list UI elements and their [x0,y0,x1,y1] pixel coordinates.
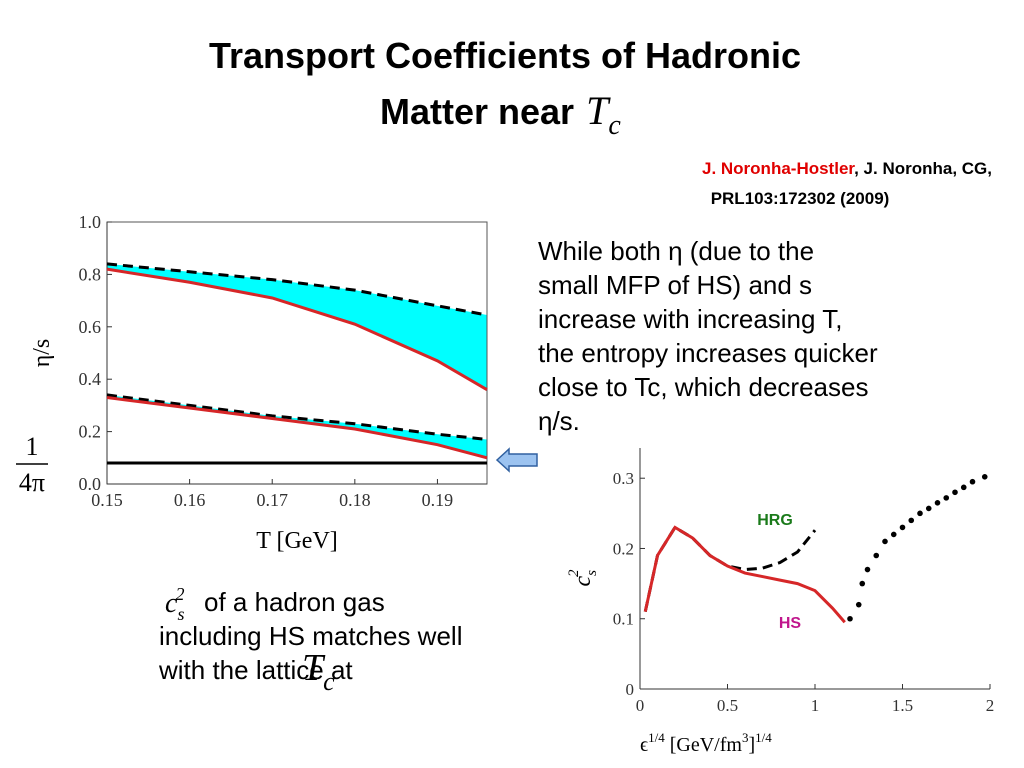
data-line [643,525,817,613]
x-tick-label: 0.15 [91,490,123,510]
y-tick-label: 0.6 [79,317,102,337]
label-part: 2 [566,569,582,577]
label-part: 1/4 [755,730,772,745]
charts: 0.0 0.2 0.4 0.6 0.8 1.0 0.15 0.16 0.17 0.18 0.19 1 4… [16,212,994,756]
band-fill [107,263,487,390]
paragraph-line: η/s. [538,406,580,436]
y-tick-label: 0.4 [79,369,102,389]
data-point [855,601,862,608]
label-part: c [570,576,596,587]
math: c [323,667,335,696]
title-line: Matter near Tc [380,88,621,141]
series-label: HS [779,615,802,632]
data-point [952,489,958,496]
data-line [643,525,846,624]
arrow [495,447,538,473]
math: c [608,110,621,141]
y-tick-label: 0 [626,680,635,699]
paragraph-line: the entropy increases quicker [538,338,878,368]
title-line: Transport Coefficients of Hadronic [209,35,801,76]
data-point [943,495,950,501]
data-line [106,393,488,441]
x-axis-label: ϵ1/4 [GeV/fm3]1/4 [640,730,772,756]
label-part: 3 [742,730,749,745]
data-point [847,615,853,622]
caption: of a hadron gas including HS matches well… [158,587,462,685]
y-tick-label: 0.8 [79,264,102,284]
x-tick-label: 0.5 [717,696,738,715]
caption-math: cs2 [165,584,184,624]
caption-line: with the lattice at [158,655,353,685]
y-tick-label: 0.3 [613,469,634,488]
paragraph-line: close to Tc, which decreases [538,372,868,402]
x-tick-label: 0.18 [339,490,371,510]
data-point [917,510,923,517]
data-point [981,474,988,480]
y-tick-label: 0.1 [613,610,634,629]
label-part: ϵ [640,734,648,756]
data-point [882,538,888,545]
data-point [899,524,906,531]
math: 2 [175,584,184,604]
data-point [934,500,941,506]
data-point [890,531,897,538]
data-line [106,267,488,391]
x-tick-label: 1 [811,696,820,715]
citation: J. Noronha-Hostler, J. Noronha, CG, [702,159,992,178]
y-axis-label: η/s [29,339,55,368]
paragraph-line: small MFP of HS) and s [538,270,812,300]
x-axis-label: T [GeV] [256,528,338,554]
math: c [165,588,178,619]
y-tick-label: 0.2 [79,422,102,442]
label-part: 1/4 [648,730,665,745]
caption-math: Tc [302,647,335,696]
x-tick-label: 0 [636,696,645,715]
caption-line: including HS matches well [159,621,462,651]
data-point [864,566,871,573]
label-part: [GeV/fm [665,734,743,756]
title-text: Matter near [380,91,574,132]
math: s [177,604,184,624]
reference-label: 4π [19,468,45,497]
y-tick-label: 1.0 [79,212,102,232]
series-label: HRG [757,512,793,529]
data-point [925,505,932,512]
math: T [302,647,326,689]
x-tick-label: 1.5 [892,696,913,715]
y-tick-label: 0.2 [613,539,634,558]
paragraph-line: While both η (due to the [538,236,814,266]
data-point [873,552,880,559]
citation-authors: , J. Noronha, CG, [854,159,992,178]
citation-reference: PRL103:172302 (2009) [711,189,890,208]
data-line [106,396,488,460]
reference-label: 1 [26,432,39,461]
x-tick-label: 2 [986,696,995,715]
data-line [106,262,488,317]
y-tick-label: 0.0 [79,474,102,494]
caption-line: of a hadron gas [204,587,385,617]
paragraph-line: increase with increasing T, [538,304,842,334]
data-point [908,517,915,524]
data-point [859,580,866,587]
citation-author: J. Noronha-Hostler [702,159,855,178]
math: T [586,88,611,133]
x-tick-label: 0.17 [256,490,288,510]
x-tick-label: 0.19 [422,490,454,510]
paragraph: While both η (due to the small MFP of HS)… [538,236,878,436]
label-part: s [584,570,600,576]
label-part: ] [748,734,755,756]
data-point [969,478,976,485]
data-point [960,484,967,491]
y-axis-label: cs2 [566,569,600,587]
x-tick-label: 0.16 [174,490,206,510]
